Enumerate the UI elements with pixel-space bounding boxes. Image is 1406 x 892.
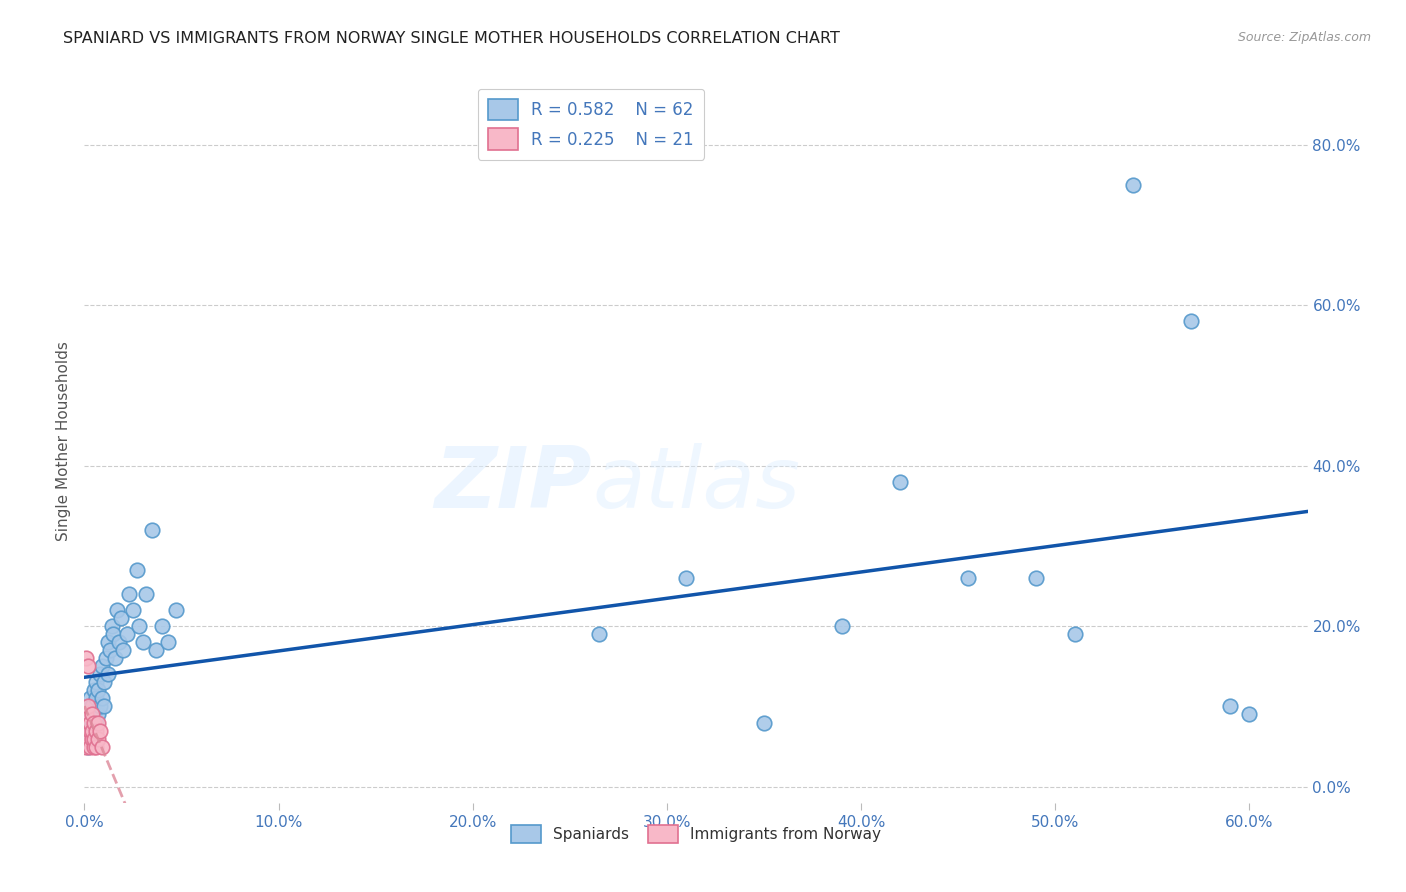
Point — [145, 643, 167, 657]
Point — [93, 699, 115, 714]
Point — [112, 643, 135, 657]
Point — [83, 739, 105, 754]
Point — [128, 619, 150, 633]
Point — [82, 715, 104, 730]
Point — [83, 707, 105, 722]
Point — [131, 635, 153, 649]
Point — [588, 627, 610, 641]
Point — [77, 731, 100, 746]
Point — [675, 571, 697, 585]
Point — [84, 739, 107, 754]
Point — [100, 619, 122, 633]
Point — [82, 731, 104, 746]
Point — [84, 675, 107, 690]
Point — [79, 723, 101, 738]
Point — [122, 603, 145, 617]
Point — [75, 651, 97, 665]
Point — [83, 683, 105, 698]
Point — [93, 675, 115, 690]
Point — [1063, 627, 1085, 641]
Point — [83, 723, 105, 738]
Point — [752, 715, 775, 730]
Point — [84, 691, 107, 706]
Point — [87, 715, 110, 730]
Point — [79, 691, 101, 706]
Point — [104, 651, 127, 665]
Point — [84, 723, 107, 738]
Point — [103, 627, 125, 641]
Text: atlas: atlas — [592, 443, 800, 526]
Point — [94, 651, 117, 665]
Point — [831, 619, 853, 633]
Point — [77, 699, 100, 714]
Point — [105, 603, 128, 617]
Point — [77, 715, 100, 730]
Point — [110, 611, 132, 625]
Point — [82, 731, 104, 746]
Point — [90, 739, 112, 754]
Point — [89, 723, 111, 738]
Point — [87, 731, 110, 746]
Point — [83, 715, 105, 730]
Point — [1122, 178, 1144, 192]
Text: Source: ZipAtlas.com: Source: ZipAtlas.com — [1237, 31, 1371, 45]
Point — [77, 699, 100, 714]
Point — [135, 587, 157, 601]
Point — [90, 691, 112, 706]
Point — [79, 707, 101, 722]
Y-axis label: Single Mother Households: Single Mother Households — [56, 342, 72, 541]
Text: ZIP: ZIP — [434, 443, 592, 526]
Point — [84, 715, 107, 730]
Point — [87, 683, 110, 698]
Point — [75, 728, 97, 742]
Point — [108, 635, 131, 649]
Point — [1219, 699, 1241, 714]
Point — [156, 635, 179, 649]
Point — [1025, 571, 1047, 585]
Point — [75, 739, 97, 754]
Point — [79, 723, 101, 738]
Point — [75, 735, 97, 749]
Point — [1180, 314, 1202, 328]
Point — [77, 659, 100, 673]
Point — [89, 667, 111, 681]
Point — [1239, 707, 1261, 722]
Text: SPANIARD VS IMMIGRANTS FROM NORWAY SINGLE MOTHER HOUSEHOLDS CORRELATION CHART: SPANIARD VS IMMIGRANTS FROM NORWAY SINGL… — [63, 31, 841, 46]
Point — [82, 707, 104, 722]
Point — [97, 635, 120, 649]
Point — [98, 643, 121, 657]
Point — [956, 571, 979, 585]
Point — [90, 659, 112, 673]
Point — [75, 707, 97, 722]
Point — [118, 587, 141, 601]
Point — [79, 715, 101, 730]
Point — [87, 707, 110, 722]
Point — [82, 699, 104, 714]
Legend: Spaniards, Immigrants from Norway: Spaniards, Immigrants from Norway — [505, 819, 887, 849]
Point — [889, 475, 911, 489]
Point — [125, 563, 148, 577]
Point — [150, 619, 173, 633]
Point — [165, 603, 187, 617]
Point — [89, 699, 111, 714]
Point — [83, 731, 105, 746]
Point — [115, 627, 138, 641]
Point — [79, 731, 101, 746]
Point — [141, 523, 163, 537]
Point — [97, 667, 120, 681]
Point — [77, 739, 100, 754]
Point — [82, 723, 104, 738]
Point — [79, 739, 101, 754]
Point — [77, 723, 100, 738]
